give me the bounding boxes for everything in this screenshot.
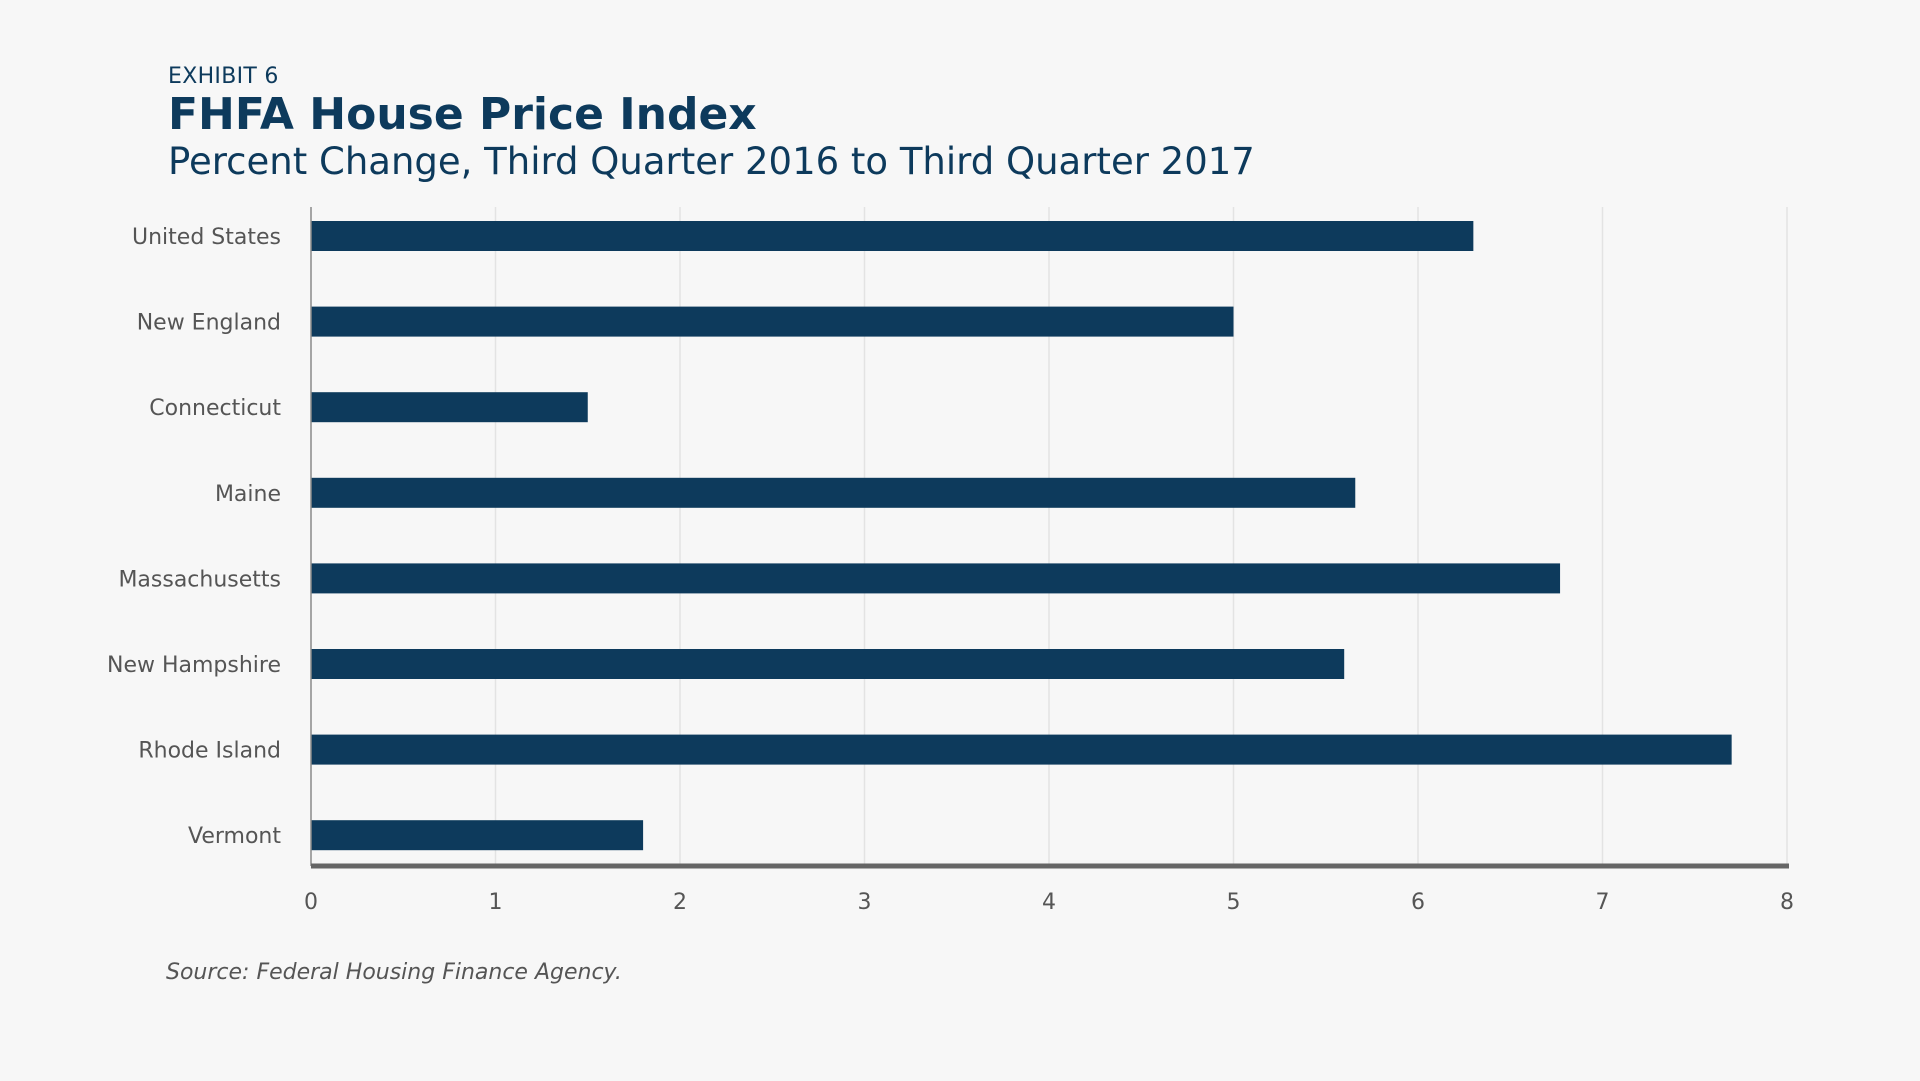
x-tick-label: 0: [304, 890, 318, 915]
category-label: United States: [132, 225, 281, 250]
category-label: Vermont: [188, 824, 281, 849]
bar-united-states: [311, 221, 1474, 251]
x-tick-label: 6: [1411, 890, 1425, 915]
category-label: New England: [137, 311, 281, 336]
chart-title: FHFA House Price Index: [168, 89, 757, 140]
x-tick-label: 4: [1042, 890, 1056, 915]
bar-connecticut: [311, 392, 588, 423]
bar-rhode-island: [311, 734, 1732, 765]
bar-new-hampshire: [311, 649, 1345, 679]
category-label: Connecticut: [149, 396, 281, 421]
chart-header: EXHIBIT 6 FHFA House Price Index Percent…: [168, 64, 1255, 184]
grid-lines: [494, 207, 1788, 866]
x-tick-label: 2: [673, 890, 687, 915]
category-label: Rhode Island: [138, 739, 281, 764]
bar-new-england: [311, 306, 1234, 337]
source-note: Source: Federal Housing Finance Agency.: [166, 960, 622, 985]
category-label: Maine: [215, 482, 281, 507]
x-tick-label: 1: [489, 890, 503, 915]
category-label: Massachusetts: [118, 567, 281, 592]
bar-vermont: [311, 820, 644, 851]
exhibit-label: EXHIBIT 6: [168, 64, 279, 89]
bars: [311, 221, 1732, 851]
x-tick-label: 3: [858, 890, 872, 915]
chart-subtitle: Percent Change, Third Quarter 2016 to Th…: [168, 140, 1255, 183]
bar-massachusetts: [311, 563, 1561, 594]
bar-maine: [311, 477, 1356, 508]
category-labels: United States New England Connecticut Maine…: [107, 225, 281, 849]
category-label: New Hampshire: [107, 653, 281, 678]
x-tick-label: 5: [1227, 890, 1241, 915]
x-tick-label: 8: [1780, 890, 1794, 915]
x-tick-label: 7: [1596, 890, 1610, 915]
x-axis: 0 1 2 3 4 5 6 7 8: [304, 207, 1794, 915]
